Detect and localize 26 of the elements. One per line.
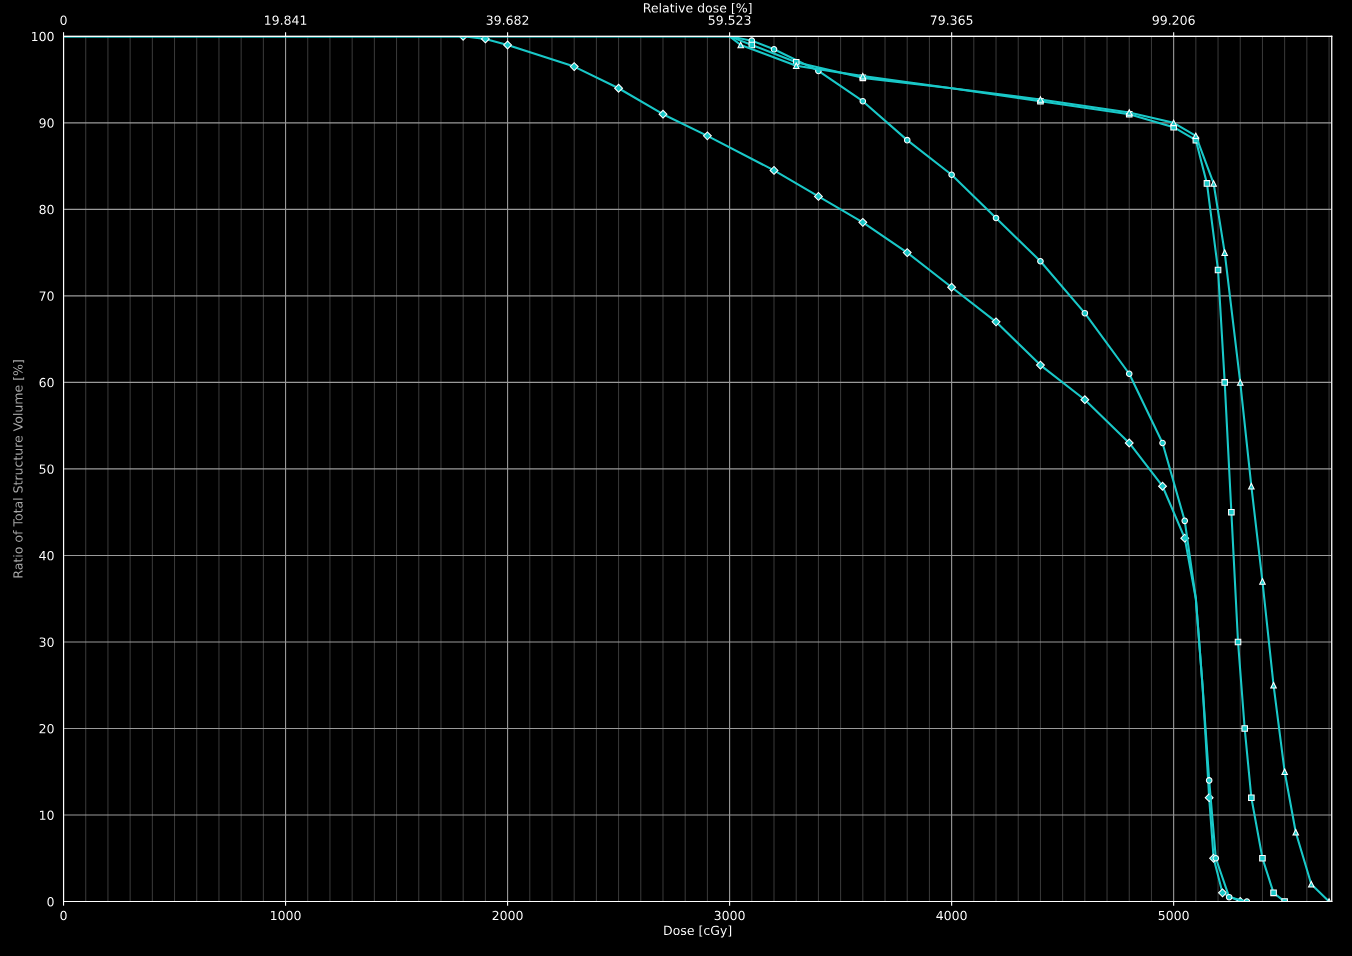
x2-tick-label: 79.365 xyxy=(930,15,973,25)
x2-axis-title: Relative dose [%] xyxy=(643,2,752,15)
x2-tick-label: 59.523 xyxy=(708,15,751,25)
x-tick-label: 2000 xyxy=(492,910,523,921)
x2-tick-label: 39.682 xyxy=(486,15,529,25)
y-tick-label: 20 xyxy=(39,723,54,734)
y-axis-title: Ratio of Total Structure Volume [%] xyxy=(13,360,25,578)
x2-tick-label: 19.841 xyxy=(265,15,307,25)
x-axis-title: Dose [cGy] xyxy=(664,925,732,938)
x2-tick-label: 0 xyxy=(60,15,67,25)
x-tick-label: 4000 xyxy=(936,910,967,921)
x2-tick-label: 99.206 xyxy=(1152,15,1195,25)
x-tick-label: 0 xyxy=(60,910,67,921)
y-tick-label: 80 xyxy=(39,204,54,215)
x-tick-label: 5000 xyxy=(1158,910,1189,921)
x-tick-label: 3000 xyxy=(714,910,745,921)
y-tick-label: 10 xyxy=(39,810,54,820)
x-tick-label: 1000 xyxy=(271,910,301,921)
y-tick-label: 30 xyxy=(39,637,54,647)
y-tick-label: 90 xyxy=(39,118,54,128)
y-tick-label: 0 xyxy=(47,896,54,907)
y-tick-label: 60 xyxy=(39,377,54,388)
y-tick-label: 70 xyxy=(39,291,54,301)
y-tick-label: 40 xyxy=(39,550,54,561)
y-tick-label: 100 xyxy=(32,31,54,42)
y-tick-label: 50 xyxy=(39,464,54,474)
